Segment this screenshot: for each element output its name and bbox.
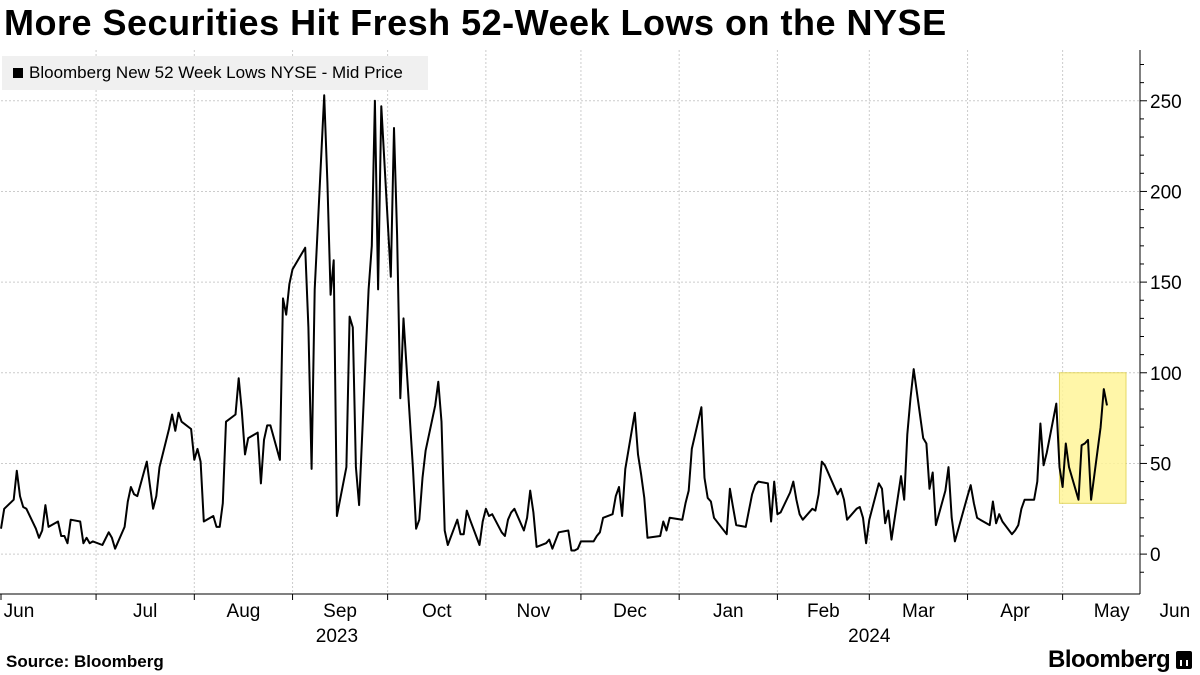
series-line: [0, 94, 1108, 552]
x-tick-label: May: [1094, 601, 1130, 622]
x-tick-label: Feb: [807, 601, 840, 622]
y-tick-label: 100: [1150, 364, 1182, 385]
year-label: 2023: [316, 626, 358, 647]
grid: [1, 50, 1140, 594]
x-tick-label: Jan: [713, 601, 744, 622]
bloomberg-logo-icon: [1176, 651, 1193, 669]
series-layer: [0, 94, 1108, 552]
y-tick-label: 50: [1150, 454, 1171, 475]
bloomberg-logo: Bloomberg: [1048, 646, 1193, 674]
x-tick-label: Oct: [422, 601, 452, 622]
legend-swatch: [13, 68, 23, 78]
x-tick-label: Sep: [323, 601, 357, 622]
year-label: 2024: [848, 626, 891, 647]
x-tick-label: Nov: [516, 601, 550, 622]
y-tick-label: 150: [1150, 273, 1182, 294]
logo-text: Bloomberg: [1048, 646, 1171, 673]
y-tick-label: 0: [1150, 545, 1161, 566]
x-tick-label: Jul: [133, 601, 157, 622]
x-tick-label: Dec: [613, 601, 647, 622]
x-tick-label: Apr: [1000, 601, 1030, 622]
x-tick-label: Jun: [4, 601, 35, 622]
chart-title: More Securities Hit Fresh 52-Week Lows o…: [4, 2, 947, 43]
legend: Bloomberg New 52 Week Lows NYSE - Mid Pr…: [2, 56, 428, 90]
y-tick-label: 200: [1150, 182, 1182, 203]
x-tick-label: Jun: [1160, 601, 1191, 622]
legend-label: Bloomberg New 52 Week Lows NYSE - Mid Pr…: [29, 63, 403, 82]
source-note: Source: Bloomberg: [6, 652, 164, 671]
x-tick-label: Mar: [902, 601, 935, 622]
axes: 0 50 100 150 200 250 Jun Jul Aug Sep Oct Nov Dec Jan F…: [0, 50, 1190, 647]
y-tick-label: 250: [1150, 92, 1182, 113]
x-tick-label: Aug: [227, 601, 261, 622]
